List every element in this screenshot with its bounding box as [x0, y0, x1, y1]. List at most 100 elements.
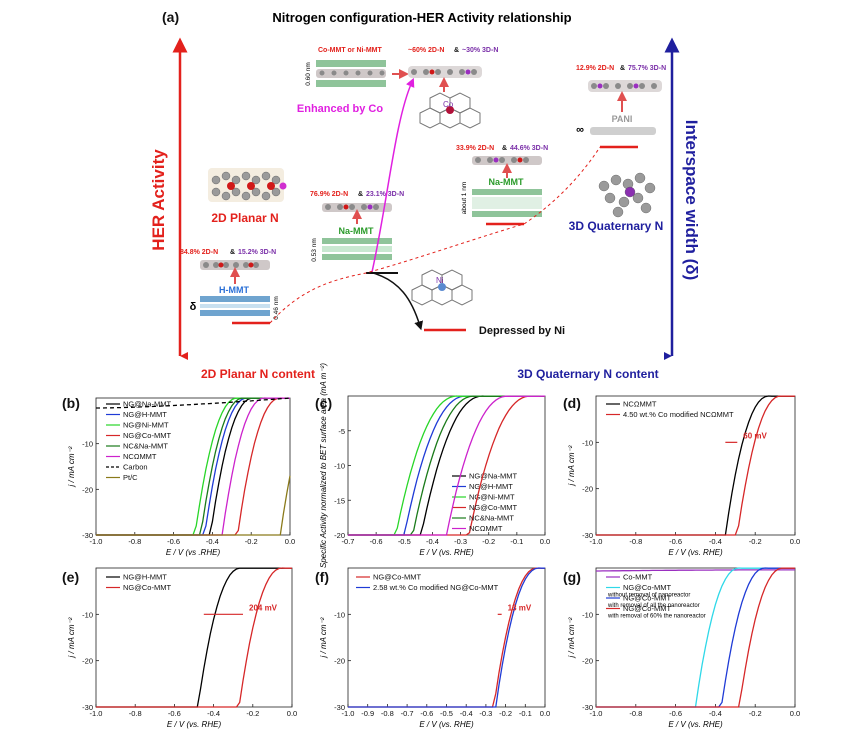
legend-label: NG@Ni-MMT	[469, 493, 515, 502]
namm2-label: Na-MMT	[489, 177, 524, 187]
legend-label: NG@Co-MMT	[123, 583, 171, 592]
x-axis-label: E / V (vs. RHE)	[668, 720, 723, 729]
legend-label: NG@H-MMT	[123, 410, 167, 419]
y-tick-label: -20	[582, 485, 593, 494]
comm-group: Co-MMT or Ni-MMT ~60% 2D-N & ~30% 3D-N 0…	[305, 47, 498, 129]
x-tick-label: -0.4	[206, 537, 219, 546]
planar-n-label: 2D Planar N	[211, 211, 278, 225]
pani-label: PANI	[612, 114, 633, 124]
panel-label: (b)	[62, 395, 80, 411]
legend-label: NCΩMMT	[469, 524, 503, 533]
x-axis-label: E / V (vs. RHE)	[419, 720, 474, 729]
x-axis-label: E / V (vs. RHE)	[668, 548, 723, 557]
pani-group: 12.9% 2D-N & 75.7% 3D-N PANI ∞	[576, 65, 666, 149]
hmmt-label: H-MMT	[219, 285, 249, 295]
x-tick-label: -1.0	[590, 537, 603, 546]
namm2-amp: &	[502, 145, 507, 152]
y-axis-label: j / mA cm⁻²	[567, 445, 576, 486]
y-tick-label: -10	[82, 610, 93, 619]
legend-label: NG@Co-MMT	[469, 503, 517, 512]
panel-c: (c) -0.7 -0.6 -0.5 -0.4 -0.3 -0.2 -0.1 0.0 -5 -10 -…	[315, 363, 550, 568]
legend-label: NG@Na-MMT	[469, 472, 517, 481]
legend-label: NG@Co-MMT	[623, 604, 671, 613]
co-atom-label: Co	[443, 100, 454, 109]
panel-g: (g) -1.0 -0.8 -0.6 -0.4 -0.2 0.0 -10 -20 -30 E / V…	[563, 567, 800, 729]
x-tick-label: -0.6	[167, 537, 180, 546]
x-tick-label: -0.1	[510, 537, 523, 546]
her-activity-label: HER Activity	[149, 149, 168, 251]
annotation-label: 60 mV	[743, 431, 767, 440]
x-tick-label: -0.3	[454, 537, 467, 546]
namm1-group: 76.9% 2D-N & 23.1% 3D-N Na-MMT 0.53 nm	[310, 191, 404, 274]
legend-label: Co-MMT	[623, 573, 653, 582]
namm1-label: Na-MMT	[339, 226, 374, 236]
pani-pct-3d: 75.7% 3D-N	[628, 65, 666, 72]
x-tick-label: -0.4	[426, 537, 439, 546]
x-tick-label: -0.2	[499, 709, 512, 718]
x-tick-label: -0.2	[482, 537, 495, 546]
legend-label: Carbon	[123, 463, 148, 472]
x-tick-label: 0.0	[285, 537, 295, 546]
series-line	[596, 569, 795, 572]
x-tick-label: -0.4	[709, 709, 722, 718]
comm-pct-2d: ~60% 2D-N	[408, 47, 444, 54]
series-line	[96, 567, 292, 708]
x-tick-label: -0.2	[749, 537, 762, 546]
x-tick-label: -0.2	[245, 537, 258, 546]
series-line	[348, 395, 545, 536]
hmmt-pct-2d: 84.8% 2D-N	[180, 249, 218, 256]
y-tick-label: -30	[582, 703, 593, 712]
x-axis-label: E / V (vs. RHE)	[419, 548, 474, 557]
x-tick-label: 0.0	[287, 709, 297, 718]
y-tick-label: -20	[582, 657, 593, 666]
x-tick-label: -1.0	[90, 537, 103, 546]
series-line	[348, 395, 545, 536]
legend-label: 2.58 wt.% Co modified NG@Co-MMT	[373, 583, 499, 592]
y-tick-label: -20	[334, 531, 345, 540]
x-tick-label: -0.6	[370, 537, 383, 546]
panel-a-label: (a)	[162, 9, 179, 25]
x-tick-label: -0.2	[246, 709, 259, 718]
x-tick-label: -0.5	[440, 709, 453, 718]
x-tick-label: -0.6	[669, 537, 682, 546]
series-line	[96, 397, 291, 409]
legend-label: NC&Na-MMT	[123, 442, 168, 451]
series-line	[348, 395, 545, 536]
x-tick-label: 0.0	[790, 537, 800, 546]
hmmt-group: 84.8% 2D-N & 15.2% 3D-N H-MMT δ 0.46 nm	[180, 249, 280, 325]
x-tick-label: -1.0	[590, 709, 603, 718]
legend-label: NG@Co-MMT	[623, 594, 671, 603]
panel-e: (e) -1.0 -0.8 -0.6 -0.4 -0.2 0.0 -10 -20 -30 E / V…	[62, 567, 297, 729]
y-tick-label: -30	[334, 703, 345, 712]
x-tick-label: -0.6	[420, 709, 433, 718]
namm1-amp: &	[358, 191, 363, 198]
x-tick-label: -0.6	[168, 709, 181, 718]
x-tick-label: -0.8	[629, 537, 642, 546]
comm-pct-3d: ~30% 3D-N	[462, 47, 498, 54]
legend-label: NC&Na-MMT	[469, 514, 514, 523]
plot-frame	[347, 395, 546, 536]
comm-label: Co-MMT or Ni-MMT	[318, 47, 382, 54]
legend-note: with removal of all the nanoreactor	[607, 603, 700, 609]
x-tick-label: 0.0	[540, 537, 550, 546]
quaternary-n-molecule	[598, 172, 656, 218]
legend-label: NG@H-MMT	[469, 482, 513, 491]
y-axis-label: j / mA cm⁻²	[567, 617, 576, 658]
series-line	[348, 395, 545, 536]
y-tick-label: -20	[82, 485, 93, 494]
planar-n-molecule	[208, 168, 287, 202]
x-tick-label: -0.2	[749, 709, 762, 718]
legend-note: with removal of 60% the nanoreactor	[607, 614, 706, 620]
x-tick-label: -1.0	[342, 709, 355, 718]
panel-label: (d)	[563, 395, 581, 411]
namm2-pct-2d: 33.9% 2D-N	[456, 145, 494, 152]
annotation-label: 13 mV	[508, 603, 532, 612]
panel-d: (d) -1.0 -0.8 -0.6 -0.4 -0.2 0.0 -10 -20 -30 E / V…	[563, 395, 800, 557]
x-tick-label: -0.8	[128, 537, 141, 546]
y-tick-label: -30	[582, 531, 593, 540]
x-tick-label: -0.4	[207, 709, 220, 718]
legend-label: NG@Co-MMT	[623, 583, 671, 592]
legend-label: NG@Co-MMT	[373, 573, 421, 582]
y-tick-label: -10	[582, 438, 593, 447]
